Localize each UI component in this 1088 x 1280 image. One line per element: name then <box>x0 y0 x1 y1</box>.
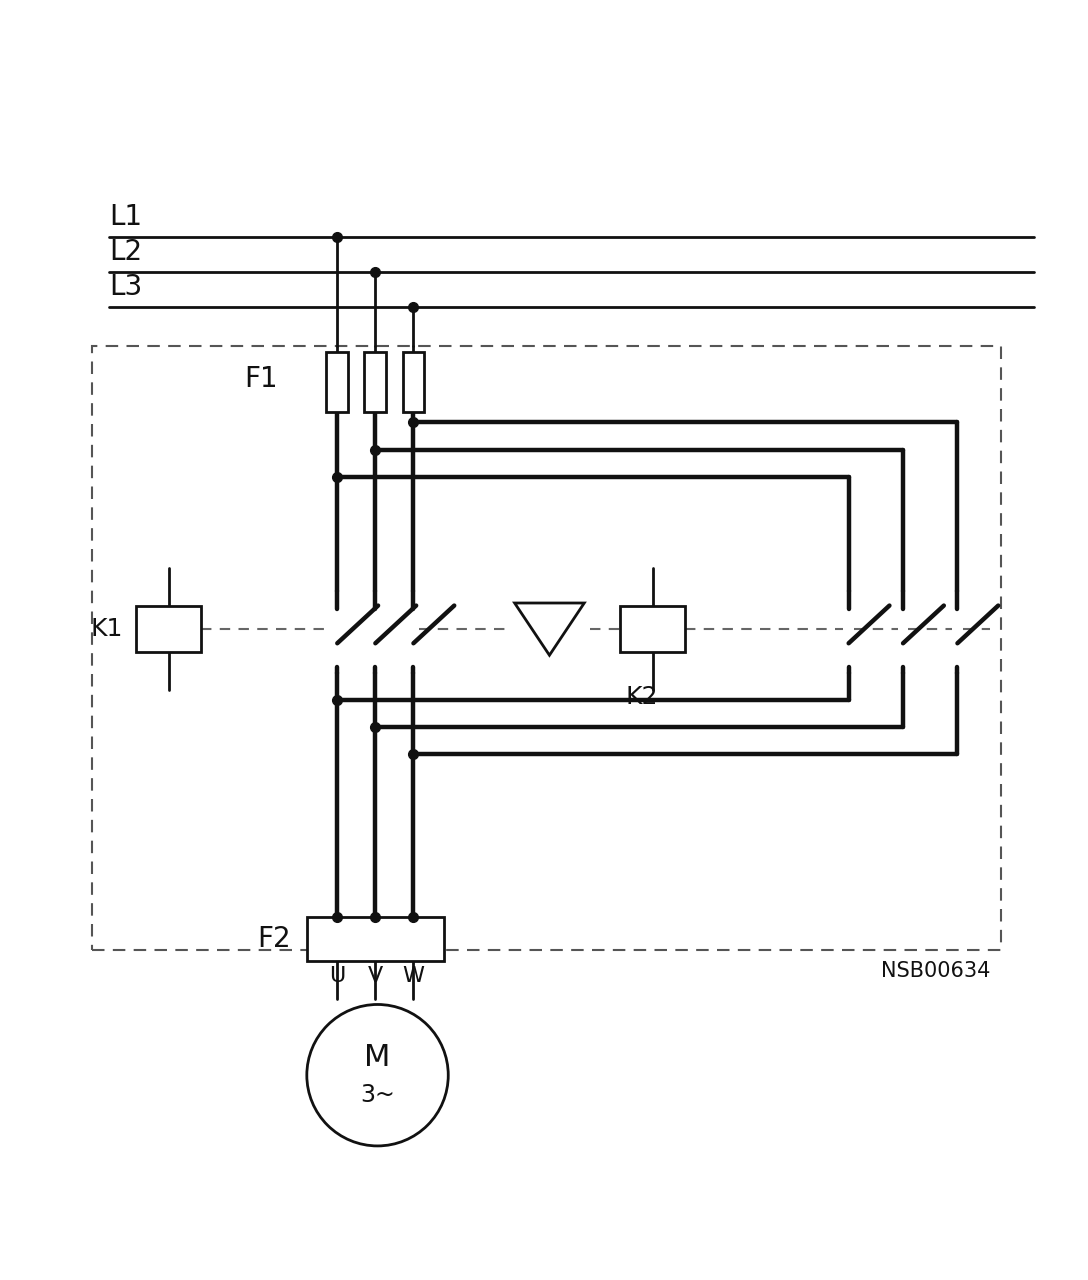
Bar <box>326 352 348 411</box>
Text: F2: F2 <box>257 925 290 954</box>
Bar <box>136 607 201 652</box>
Text: F1: F1 <box>244 365 277 393</box>
Text: NSB00634: NSB00634 <box>880 961 990 980</box>
Text: M: M <box>364 1043 391 1073</box>
Circle shape <box>307 1005 448 1146</box>
Bar <box>364 352 386 411</box>
Bar <box>403 352 424 411</box>
Text: L3: L3 <box>109 273 143 301</box>
Text: V: V <box>368 966 383 987</box>
Bar <box>92 346 1001 950</box>
Text: U: U <box>330 966 345 987</box>
Text: L2: L2 <box>109 238 141 266</box>
Text: 3~: 3~ <box>360 1083 395 1107</box>
Text: W: W <box>403 966 424 987</box>
Text: K2: K2 <box>626 685 658 709</box>
Bar <box>307 918 444 961</box>
Bar <box>620 607 685 652</box>
Text: L1: L1 <box>109 204 141 230</box>
Text: K1: K1 <box>90 617 123 641</box>
